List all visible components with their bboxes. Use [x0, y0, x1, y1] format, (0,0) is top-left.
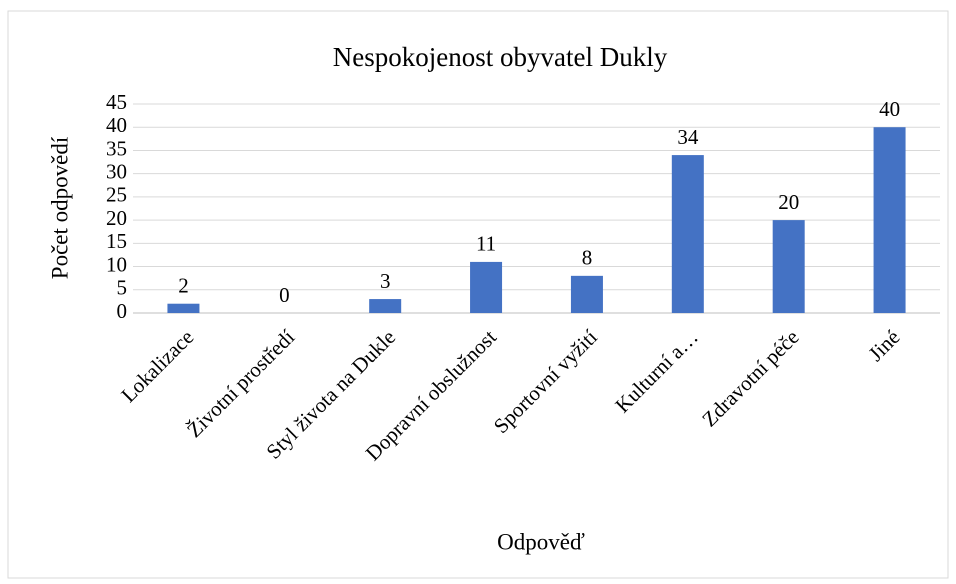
bar: [167, 303, 200, 313]
bar: [671, 155, 704, 313]
bar: [570, 275, 603, 313]
bar: [369, 299, 402, 313]
y-tick-label: 15: [106, 229, 127, 253]
y-tick-label: 0: [117, 299, 128, 323]
x-axis-title: Odpověď: [497, 529, 585, 554]
y-tick-label: 5: [117, 276, 128, 300]
data-label: 2: [178, 274, 189, 298]
bar: [470, 261, 503, 313]
y-tick-label: 40: [106, 113, 127, 137]
data-label: 3: [380, 269, 391, 293]
bar: [873, 127, 906, 313]
data-label: 11: [476, 232, 496, 256]
chart-title: Nespokojenost obyvatel Dukly: [333, 42, 668, 72]
y-tick-label: 45: [106, 90, 127, 114]
y-axis-title: Počet odpovědí: [47, 136, 72, 279]
data-label: 40: [879, 97, 900, 121]
data-label: 0: [279, 283, 290, 307]
data-label: 34: [677, 125, 699, 149]
y-tick-label: 25: [106, 183, 127, 207]
y-tick-label: 20: [106, 206, 127, 230]
y-tick-label: 30: [106, 159, 127, 183]
y-tick-label: 35: [106, 136, 127, 160]
data-label: 8: [582, 246, 593, 270]
y-tick-label: 10: [106, 252, 127, 276]
bar: [772, 220, 805, 313]
data-label: 20: [778, 190, 799, 214]
